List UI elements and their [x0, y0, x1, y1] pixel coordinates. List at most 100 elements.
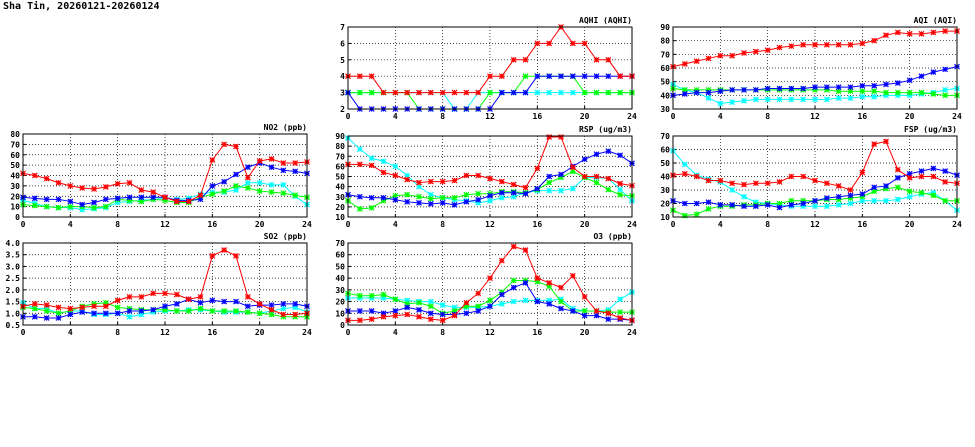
data-point-red — [894, 166, 901, 173]
data-point-blue — [475, 308, 482, 314]
data-point-cyan — [558, 89, 564, 96]
data-point-blue — [404, 198, 411, 205]
data-point-red — [439, 178, 446, 185]
data-point-red — [871, 37, 878, 44]
x-tick-label: 8 — [440, 112, 445, 121]
data-point-blue — [209, 297, 216, 304]
y-tick-label: 20 — [10, 192, 20, 201]
data-point-blue — [138, 194, 145, 201]
data-point-red — [883, 32, 889, 39]
data-point-blue — [788, 201, 795, 208]
data-point-green — [67, 203, 74, 210]
data-point-blue — [162, 303, 168, 310]
x-tick-label: 4 — [718, 220, 723, 229]
data-point-red — [788, 43, 795, 50]
data-point-red — [883, 138, 889, 145]
data-point-green — [593, 179, 600, 186]
plot-frame — [672, 26, 958, 110]
data-point-blue — [942, 168, 949, 175]
data-point-green — [256, 188, 263, 194]
series-red — [670, 138, 960, 193]
data-point-blue — [221, 178, 228, 185]
data-point-green — [617, 309, 624, 316]
data-point-blue — [126, 194, 133, 201]
data-point-red — [268, 155, 275, 162]
data-point-blue — [729, 86, 736, 93]
data-point-blue — [847, 84, 854, 91]
data-point-red — [752, 180, 759, 187]
data-point-cyan — [280, 181, 287, 188]
data-point-red — [138, 187, 145, 193]
data-point-blue — [942, 66, 949, 73]
data-point-green — [558, 298, 564, 305]
data-point-green — [918, 89, 925, 96]
data-point-blue — [906, 77, 913, 84]
data-point-green — [256, 310, 263, 317]
y-tick-label: 10 — [660, 213, 670, 222]
data-point-red — [705, 177, 712, 184]
data-point-blue — [681, 200, 688, 207]
x-tick-label: 12 — [485, 328, 495, 337]
data-point-cyan — [510, 193, 517, 200]
x-tick-label: 16 — [858, 112, 868, 121]
data-point-blue — [197, 196, 204, 203]
data-point-blue — [292, 168, 299, 175]
x-tick-label: 4 — [68, 220, 73, 229]
data-point-red — [55, 304, 62, 311]
data-point-red — [498, 257, 505, 264]
y-tick-label: 3 — [340, 89, 345, 98]
data-point-green — [871, 88, 878, 95]
data-point-cyan — [942, 86, 949, 93]
data-point-red — [427, 89, 434, 96]
data-point-blue — [126, 308, 133, 314]
data-point-cyan — [268, 181, 275, 188]
data-point-green — [942, 92, 949, 99]
data-point-red — [150, 290, 157, 297]
data-point-red — [102, 183, 109, 190]
data-point-red — [463, 299, 470, 306]
data-point-blue — [558, 171, 564, 178]
data-point-red — [522, 184, 529, 191]
y-tick-label: 2 — [340, 105, 345, 114]
data-point-green — [487, 297, 493, 304]
data-point-blue — [280, 300, 287, 307]
x-tick-label: 12 — [160, 220, 170, 229]
data-point-cyan — [256, 179, 263, 186]
data-point-cyan — [859, 93, 866, 100]
data-point-red — [404, 176, 411, 183]
y-tick-label: 20 — [335, 298, 345, 307]
y-tick-label: 30 — [335, 193, 345, 202]
y-tick-label: 40 — [10, 172, 20, 181]
data-point-cyan — [392, 163, 399, 170]
data-point-blue — [593, 151, 600, 158]
data-point-green — [776, 200, 783, 207]
data-point-red — [79, 185, 86, 191]
y-tick-label: 10 — [10, 203, 20, 212]
data-point-blue — [859, 82, 866, 89]
data-point-red — [859, 40, 866, 47]
data-point-green — [356, 292, 363, 299]
data-point-cyan — [764, 96, 771, 103]
data-point-red — [823, 41, 830, 48]
data-point-red — [368, 73, 375, 80]
data-point-green — [930, 91, 937, 97]
data-point-blue — [812, 197, 818, 204]
data-point-green — [197, 305, 204, 312]
y-tick-label: 80 — [335, 142, 345, 151]
data-point-green — [162, 197, 168, 204]
data-point-green — [102, 203, 109, 210]
x-tick-label: 24 — [952, 112, 962, 121]
data-point-blue — [569, 308, 576, 314]
data-point-blue — [392, 196, 399, 203]
data-point-blue — [918, 168, 925, 175]
data-point-red — [209, 157, 216, 163]
data-point-blue — [546, 173, 553, 180]
data-point-red — [894, 29, 901, 36]
chart-title: SO2 (ppb) — [264, 232, 307, 241]
data-point-green — [847, 195, 854, 202]
data-point-cyan — [906, 193, 913, 200]
data-point-red — [617, 315, 624, 321]
data-point-red — [776, 178, 783, 185]
data-point-red — [162, 194, 168, 201]
data-point-red — [416, 179, 422, 186]
